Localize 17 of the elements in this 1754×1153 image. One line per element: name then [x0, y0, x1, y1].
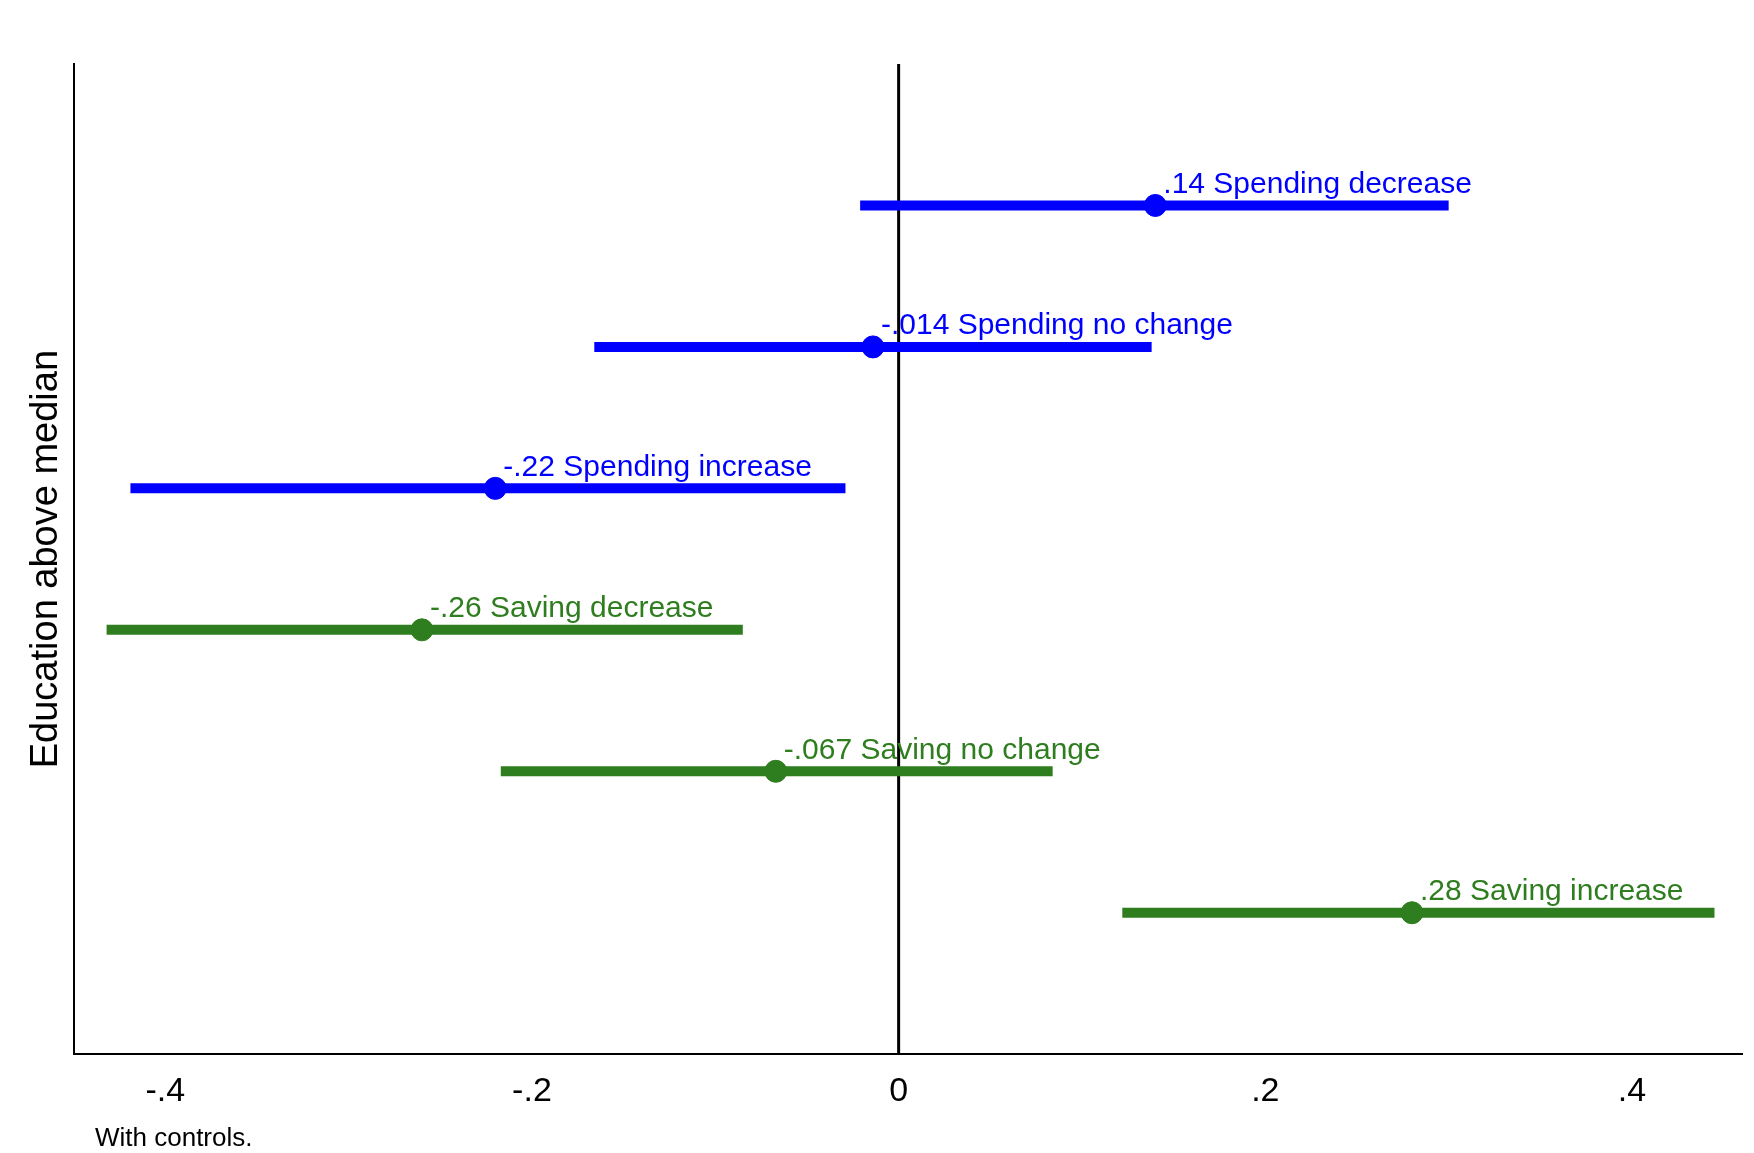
x-tick-label: -.4: [145, 1069, 186, 1108]
x-tick-label: -.2: [512, 1069, 552, 1108]
point: [1400, 901, 1424, 925]
x-tick-label: .2: [1251, 1069, 1280, 1108]
point: [483, 476, 507, 500]
text: With controls.: [95, 1122, 253, 1153]
data-label: .14 Spending decrease: [1163, 165, 1472, 199]
data-label: -.22 Spending increase: [503, 448, 812, 482]
data-label: -.26 Saving decrease: [429, 590, 714, 624]
y-axis-title: Education above median: [23, 349, 66, 769]
data-label: .28 Saving increase: [1419, 873, 1684, 907]
point: [764, 759, 788, 783]
point: [1143, 193, 1167, 217]
point: [861, 335, 885, 359]
x-tick-label: .4: [1617, 1069, 1647, 1108]
x-tick-label: 0: [889, 1069, 909, 1108]
point: [410, 618, 434, 642]
